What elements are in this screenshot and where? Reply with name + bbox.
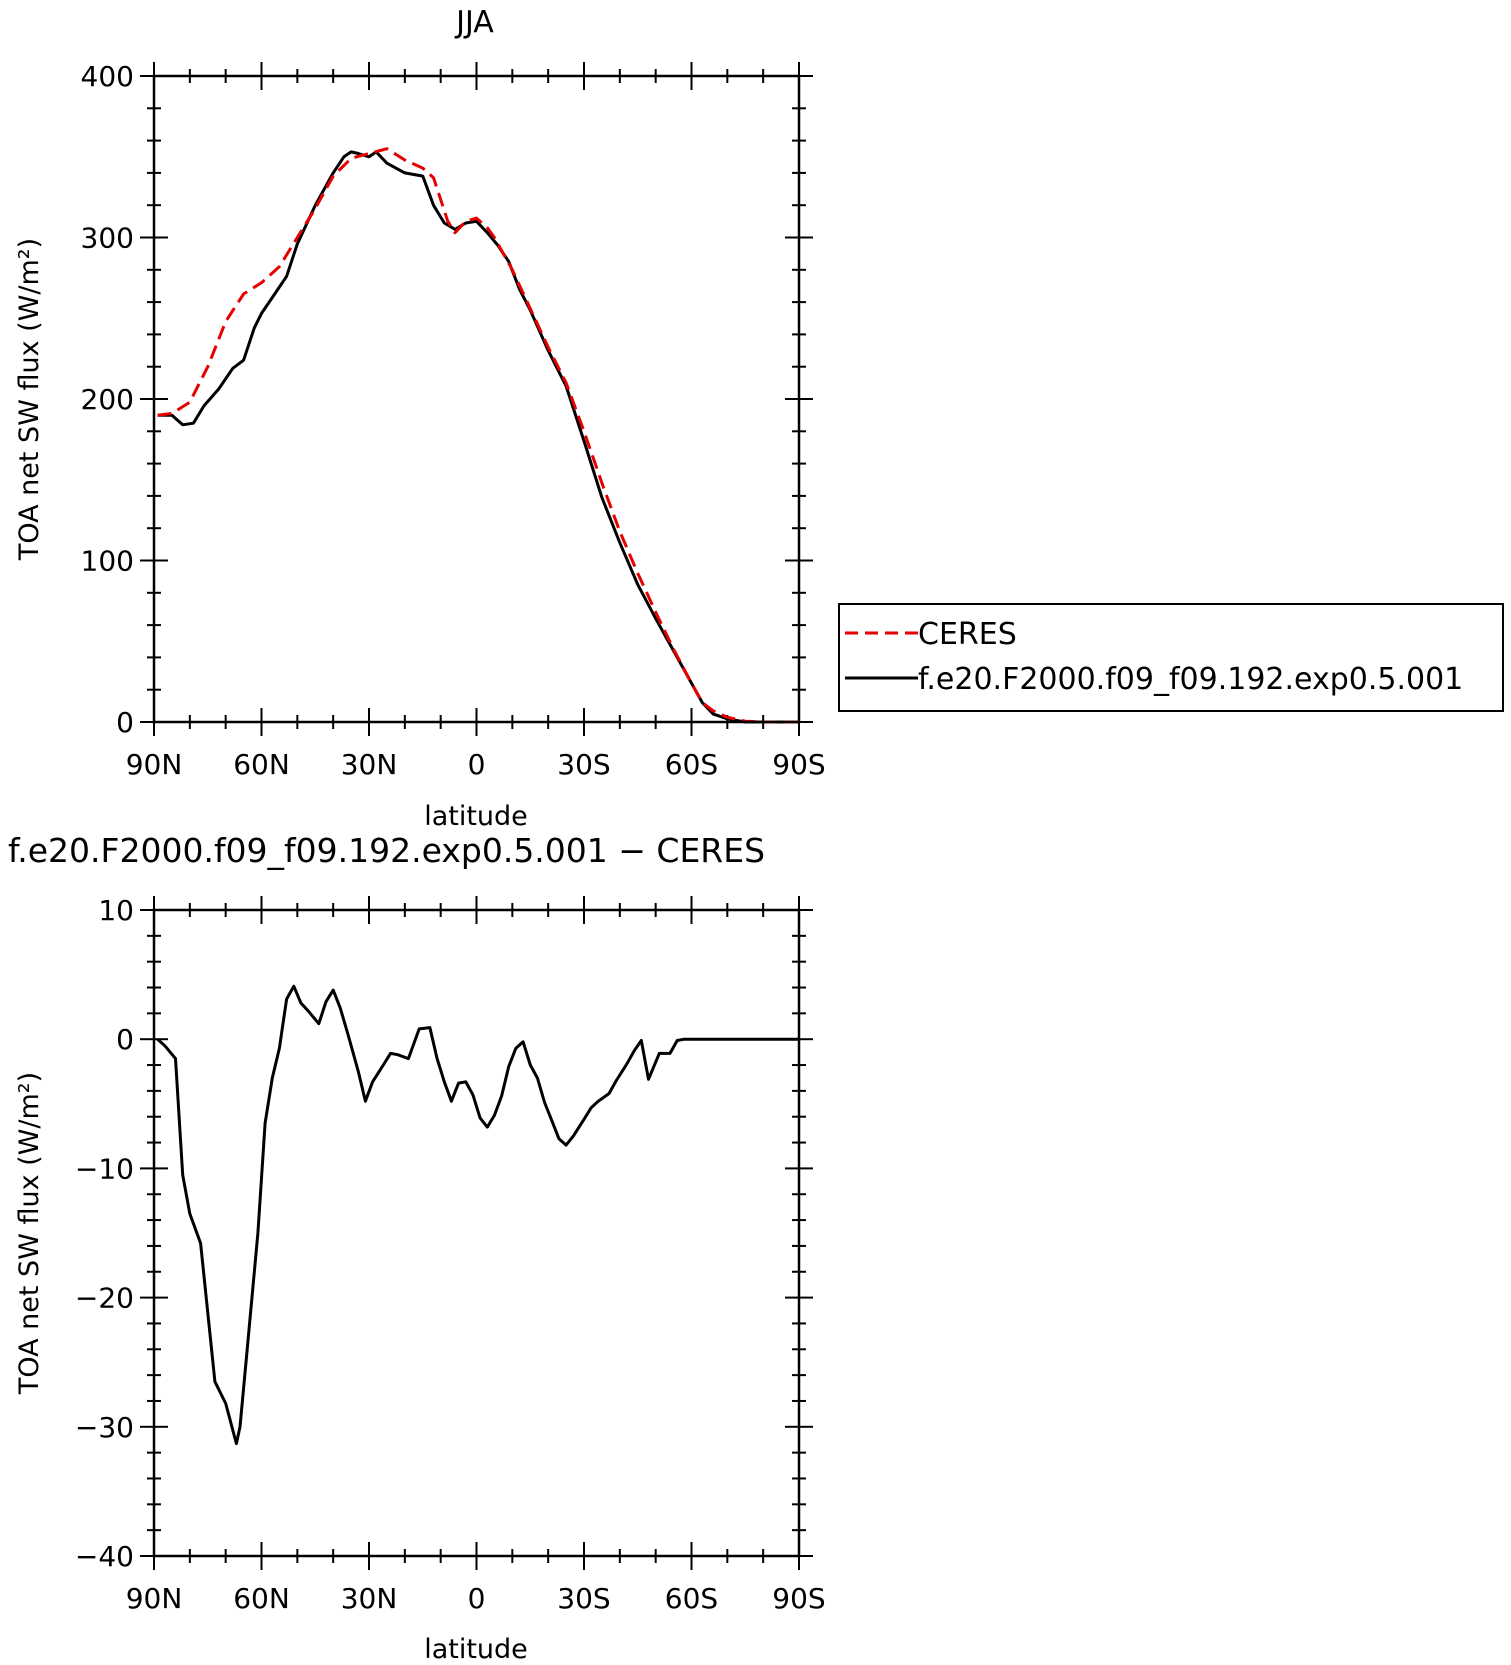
x-tick-label: 30N <box>341 748 398 781</box>
top-series-group <box>157 147 799 724</box>
top-plot-frame <box>152 74 801 724</box>
y-tick-label: 100 <box>81 545 134 578</box>
y-tick-label: 0 <box>116 706 134 739</box>
bottom-x-axis-label: latitude <box>424 1634 528 1665</box>
top-y-tick-labels: 0 100 200 300 400 <box>81 60 134 739</box>
x-tick-label: 0 <box>468 748 486 781</box>
bottom-series-group <box>156 984 799 1446</box>
legend-label-model: f.e20.F2000.f09_f09.192.exp0.5.001 <box>918 662 1463 697</box>
x-tick-label: 90S <box>772 1582 825 1615</box>
y-tick-label: −40 <box>75 1540 134 1573</box>
top-panel-title: JJA <box>454 5 494 40</box>
bottom-y-tick-labels: −40 −30 −20 −10 0 10 <box>75 894 134 1573</box>
x-tick-label: 60N <box>233 748 290 781</box>
bottom-panel-title: f.e20.F2000.f09_f09.192.exp0.5.001 − CER… <box>8 831 765 870</box>
x-tick-label: 90N <box>126 748 183 781</box>
y-tick-label: 200 <box>81 383 134 416</box>
x-tick-label: 90N <box>126 1582 183 1615</box>
bottom-panel: f.e20.F2000.f09_f09.192.exp0.5.001 − CER… <box>8 831 826 1665</box>
y-tick-label: 0 <box>116 1023 134 1056</box>
y-tick-label: 400 <box>81 60 134 93</box>
y-tick-label: 10 <box>98 894 134 927</box>
x-tick-label: 90S <box>772 748 825 781</box>
top-ticks <box>140 62 813 736</box>
bottom-y-axis-label: TOA net SW flux (W/m²) <box>14 1072 45 1395</box>
y-tick-label: −30 <box>75 1411 134 1444</box>
y-tick-label: 300 <box>81 222 134 255</box>
top-x-tick-labels: 90N 60N 30N 0 30S 60S 90S <box>126 748 826 781</box>
top-x-axis-label: latitude <box>424 801 528 832</box>
series-line-model <box>156 984 799 1446</box>
x-tick-label: 30N <box>341 1582 398 1615</box>
x-tick-label: 60S <box>665 748 718 781</box>
series-line-model <box>157 150 799 724</box>
x-tick-label: 60S <box>665 1582 718 1615</box>
bottom-plot-frame <box>152 908 801 1558</box>
x-tick-label: 0 <box>468 1582 486 1615</box>
legend-label-ceres: CERES <box>918 617 1017 652</box>
x-tick-label: 60N <box>233 1582 290 1615</box>
bottom-x-tick-labels: 90N 60N 30N 0 30S 60S 90S <box>126 1582 826 1615</box>
x-tick-label: 30S <box>557 1582 610 1615</box>
legend: CERES f.e20.F2000.f09_f09.192.exp0.5.001 <box>838 603 1504 712</box>
y-tick-label: −20 <box>75 1282 134 1315</box>
legend-box <box>838 603 1504 712</box>
top-panel: JJA 0 100 200 300 400 90N 60N 30N 0 30S 60S 90S la… <box>14 5 826 832</box>
top-y-axis-label: TOA net SW flux (W/m²) <box>14 238 45 561</box>
bottom-ticks <box>140 896 813 1570</box>
y-tick-label: −10 <box>75 1152 134 1185</box>
series-line-ceres <box>157 147 799 724</box>
x-tick-label: 30S <box>557 748 610 781</box>
